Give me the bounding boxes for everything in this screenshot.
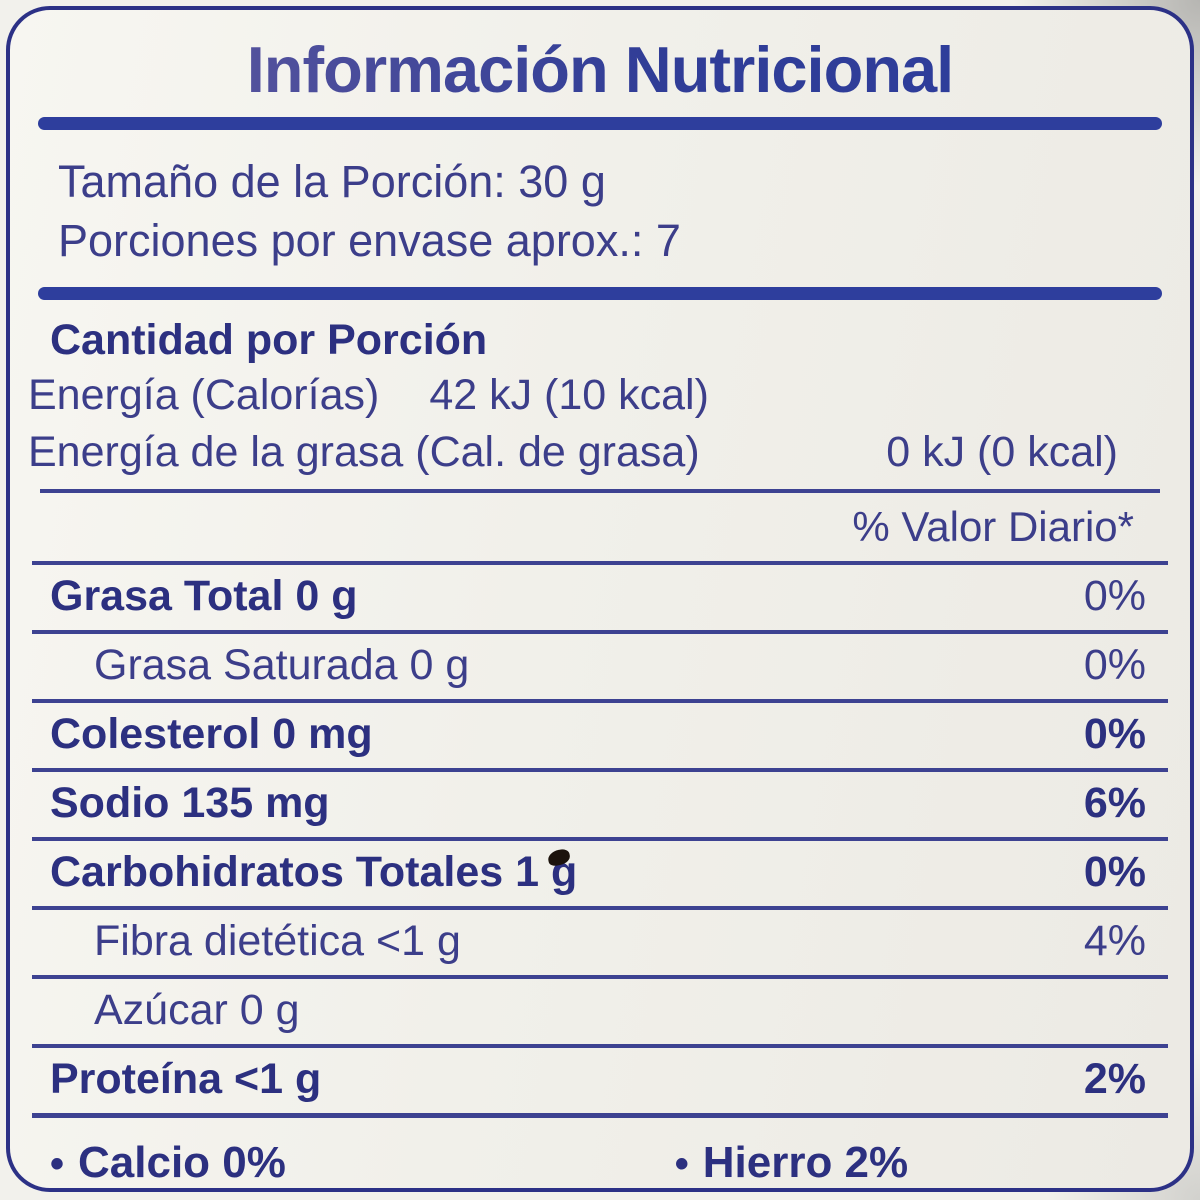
nutrient-row-total-fat: Grasa Total 0 g 0% <box>32 560 1168 630</box>
nutrient-row-dietary-fiber: Fibra dietética <1 g 4% <box>32 905 1168 975</box>
daily-value: 4% <box>1083 916 1146 965</box>
amount-per-serving-header: Cantidad por Porción <box>50 315 488 364</box>
nutrient-label: Grasa Saturada 0 g <box>94 640 470 689</box>
divider <box>40 488 1160 493</box>
energy-fat-row: Energía de la grasa (Cal. de grasa) 0 kJ… <box>10 422 1190 479</box>
nutrient-label: Sodio 135 mg <box>50 778 330 827</box>
bullet-icon: • <box>50 1141 65 1186</box>
nutrient-label: Grasa Total 0 g <box>50 571 358 620</box>
nutrient-row-sodium: Sodio 135 mg 6% <box>32 767 1168 837</box>
energy-row: Energía (Calorías) 42 kJ (10 kcal) <box>10 365 1190 422</box>
nutrition-label-panel: Información Nutricional Tamaño de la Por… <box>6 6 1194 1192</box>
nutrient-label: Proteína <1 g <box>50 1054 322 1103</box>
mineral-iron: • Hierro 2% <box>675 1138 1146 1188</box>
daily-value: 0% <box>1083 709 1146 758</box>
energy-fat-value: 0 kJ (0 kcal) <box>886 427 1118 476</box>
divider <box>32 1112 1168 1118</box>
serving-info: Tamaño de la Porción: 30 g Porciones por… <box>10 130 1190 287</box>
nutrient-row-saturated-fat: Grasa Saturada 0 g 0% <box>32 629 1168 699</box>
daily-value-header: % Valor Diario* <box>852 502 1134 550</box>
nutrient-label: Carbohidratos Totales 1 g <box>50 847 578 896</box>
minerals-row: • Calcio 0% • Hierro 2% <box>10 1118 1190 1188</box>
energy-label: Energía (Calorías) <box>28 370 380 419</box>
nutrient-table: Grasa Total 0 g 0% Grasa Saturada 0 g 0%… <box>32 560 1168 1113</box>
label-title: Información Nutricional <box>10 32 1190 107</box>
mineral-calcium: • Calcio 0% <box>50 1138 675 1188</box>
nutrient-label: Azúcar 0 g <box>94 985 300 1034</box>
thick-divider-serving <box>38 286 1162 300</box>
nutrient-row-sugar: Azúcar 0 g <box>32 974 1168 1044</box>
energy-value: 42 kJ (10 kcal) <box>429 370 709 419</box>
servings-per-container-line: Porciones por envase aprox.: 7 <box>58 215 681 267</box>
mineral-text: Hierro 2% <box>702 1137 909 1187</box>
daily-value: 0% <box>1083 640 1146 689</box>
mineral-text: Calcio 0% <box>78 1137 286 1187</box>
energy-fat-label: Energía de la grasa (Cal. de grasa) <box>28 427 700 476</box>
nutrient-row-total-carbohydrate: Carbohidratos Totales 1 g 0% <box>32 836 1168 906</box>
nutrient-row-cholesterol: Colesterol 0 mg 0% <box>32 698 1168 768</box>
bullet-icon: • <box>674 1141 689 1186</box>
nutrient-label: Fibra dietética <1 g <box>94 916 461 965</box>
daily-value: 0% <box>1083 847 1146 896</box>
daily-value: 2% <box>1083 1054 1146 1103</box>
nutrient-row-protein: Proteína <1 g 2% <box>32 1043 1168 1113</box>
serving-size-line: Tamaño de la Porción: 30 g <box>58 156 606 207</box>
daily-value: 6% <box>1083 778 1146 827</box>
nutrient-label: Colesterol 0 mg <box>50 709 373 758</box>
thick-divider-top <box>38 117 1162 130</box>
daily-value: 0% <box>1083 571 1146 620</box>
